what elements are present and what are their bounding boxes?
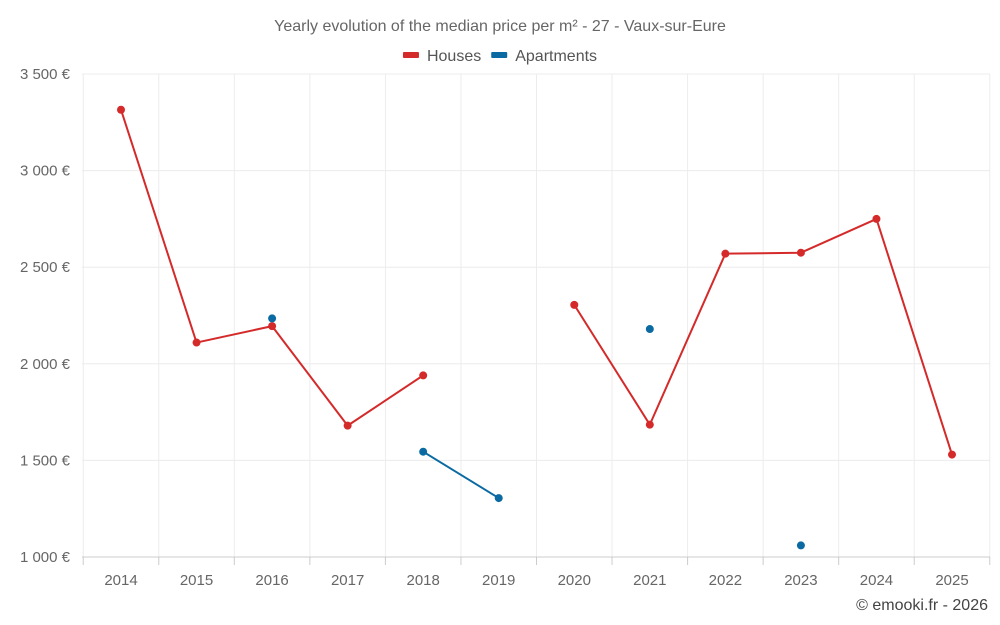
chart-title: Yearly evolution of the median price per… — [274, 18, 726, 35]
x-axis: 2014 2015 2016 2017 2018 2019 2020 2021 2022 2023… — [82, 556, 991, 589]
series-layer — [117, 105, 956, 550]
grid — [82, 73, 991, 558]
x-tick-label: 2018 — [406, 572, 439, 589]
data-point-houses[interactable] — [570, 300, 579, 309]
x-tick-label: 2014 — [104, 572, 137, 589]
data-point-houses[interactable] — [872, 214, 881, 223]
legend: Houses Apartments — [402, 48, 597, 65]
data-point-houses[interactable] — [117, 105, 125, 114]
data-point-houses[interactable] — [721, 249, 730, 258]
x-tick-label: 2016 — [255, 572, 288, 589]
series-houses — [117, 105, 956, 459]
series-line-houses — [573, 217, 953, 455]
copyright-text: © emooki.fr - 2026 — [856, 597, 988, 614]
data-point-apartments[interactable] — [419, 447, 428, 456]
data-point-apartments[interactable] — [796, 541, 805, 550]
legend-item-houses[interactable]: Houses — [402, 48, 481, 65]
y-tick-label: 2 500 € — [20, 259, 71, 276]
data-point-houses[interactable] — [268, 322, 277, 331]
series-apartments — [268, 314, 805, 550]
y-tick-label: 1 000 € — [20, 549, 71, 566]
legend-label: Apartments — [515, 48, 597, 65]
data-point-apartments[interactable] — [645, 325, 654, 334]
x-tick-label: 2015 — [180, 572, 213, 589]
legend-label: Houses — [427, 48, 481, 65]
data-point-houses[interactable] — [192, 338, 201, 347]
x-tick-label: 2022 — [709, 572, 742, 589]
series-line-apartments — [422, 450, 500, 499]
data-point-houses[interactable] — [343, 421, 352, 430]
legend-swatch — [402, 52, 419, 58]
data-point-houses[interactable] — [948, 450, 956, 459]
data-point-houses[interactable] — [645, 420, 654, 429]
data-point-apartments[interactable] — [268, 314, 277, 323]
y-tick-label: 3 000 € — [20, 163, 71, 180]
legend-item-apartments[interactable]: Apartments — [491, 48, 597, 65]
data-point-houses[interactable] — [796, 248, 805, 257]
x-tick-label: 2019 — [482, 572, 515, 589]
x-tick-label: 2017 — [331, 572, 364, 589]
data-point-apartments[interactable] — [494, 494, 503, 503]
y-tick-label: 1 500 € — [20, 452, 71, 469]
y-tick-label: 2 000 € — [20, 356, 71, 373]
data-point-houses[interactable] — [419, 371, 428, 380]
x-tick-label: 2023 — [784, 572, 817, 589]
x-tick-label: 2020 — [558, 572, 591, 589]
y-tick-label: 3 500 € — [20, 66, 71, 83]
y-axis: 1 000 € 1 500 € 2 000 € 2 500 € 3 000 € 3 500… — [20, 66, 71, 566]
x-tick-label: 2024 — [860, 572, 893, 589]
x-tick-label: 2025 — [935, 572, 968, 589]
x-tick-label: 2021 — [633, 572, 666, 589]
legend-swatch — [491, 52, 508, 58]
